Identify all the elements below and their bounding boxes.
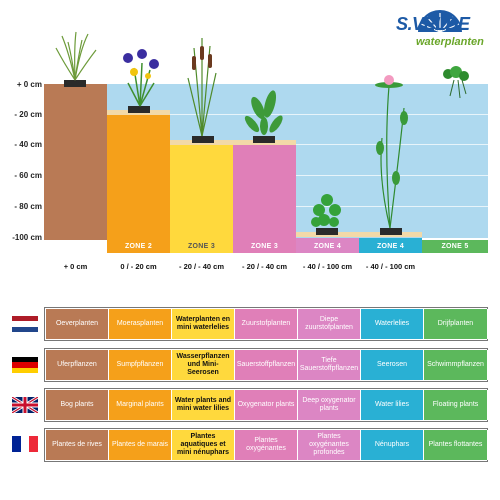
oxygenator-plant-icon	[244, 90, 283, 135]
planting-basket	[128, 106, 150, 113]
logo-subtitle: waterplanten	[416, 36, 484, 48]
zone-range: - 20 / - 40 cm	[241, 262, 288, 271]
table-cell: Sumpfpflanzen	[109, 350, 172, 380]
depth-label: - 60 cm	[14, 171, 42, 180]
zone-range: - 40 / - 100 cm	[365, 262, 416, 271]
france-flag-icon	[12, 436, 38, 452]
grass-plant-icon	[55, 31, 97, 81]
depth-label: - 80 cm	[14, 202, 42, 211]
deep-oxygenator-plant-icon	[311, 194, 341, 227]
cattail-plant-icon	[187, 38, 217, 137]
zone-label: ZONE 4	[296, 240, 359, 253]
logo-brand: S.VELDE	[396, 14, 470, 35]
planting-basket	[380, 228, 402, 235]
shelf-ledge	[296, 232, 422, 237]
zone-label: ZONE 1	[61, 243, 90, 250]
table-cell: Plantes oxygénantes profondes	[298, 430, 361, 460]
table-cell: Zuurstofplanten	[235, 309, 298, 339]
table-cell: Deep oxygenator plants	[298, 390, 361, 420]
zone-range: 0 / - 20 cm	[120, 262, 157, 271]
table-cell: Plantes de rives	[46, 430, 109, 460]
table-cell: Floating plants	[424, 390, 488, 420]
floating-plant-icon	[443, 66, 469, 99]
zone-label: ZONE 5	[422, 240, 488, 253]
depth-label: - 20 cm	[14, 110, 42, 119]
planting-basket	[64, 80, 86, 87]
zone-1-column	[44, 84, 107, 240]
table-row: Oeverplanten Moerasplanten Waterplanten en…	[44, 307, 488, 341]
planting-basket	[192, 136, 214, 143]
table-cell: Sauerstoffpflanzen	[235, 350, 298, 380]
germany-flag-icon	[12, 357, 38, 373]
table-cell: Schwimmpflanzen	[424, 350, 488, 380]
zone-3a-column	[170, 145, 233, 240]
zone-range: - 40 / - 100 cm	[302, 262, 353, 271]
depth-label: - 40 cm	[14, 140, 42, 149]
table-cell: Moerasplanten	[109, 309, 172, 339]
zone-4a-column	[296, 238, 359, 240]
logo-brand-name: VELDE	[412, 14, 470, 34]
table-cell: Diepe zuurstofplanten	[298, 309, 361, 339]
united-kingdom-flag-icon	[12, 397, 38, 413]
depth-label: + 0 cm	[16, 80, 42, 89]
table-cell: Water lilies	[361, 390, 424, 420]
zone-label: ZONE 4	[359, 240, 422, 253]
zone-4b-column	[359, 238, 422, 240]
table-cell: Seerosen	[361, 350, 424, 380]
iris-plant-icon	[123, 49, 159, 107]
zone-label: ZONE 3	[170, 240, 233, 253]
table-cell: Wasserpflanzen und Mini-Seerosen	[172, 350, 235, 380]
table-cell: Uferpflanzen	[46, 350, 109, 380]
zone-label: ZONE 2	[107, 240, 170, 253]
zone-range: + 0 cm	[63, 262, 88, 271]
table-cell: Plantes de marais	[109, 430, 172, 460]
water-lily-plant-icon	[375, 75, 408, 229]
table-cell: Plantes aquatiques et mini nénuphars	[172, 430, 235, 460]
table-cell: Plantes oxygénantes	[235, 430, 298, 460]
zone-3b-column	[233, 145, 296, 240]
table-cell: Waterlelies	[361, 309, 424, 339]
table-cell: Oxygenator plants	[235, 390, 298, 420]
table-cell: Nénuphars	[361, 430, 424, 460]
zone-2-column	[107, 115, 170, 240]
logo-sun-icon	[418, 10, 462, 33]
netherlands-flag-icon	[12, 316, 38, 332]
table-cell: Oeverplanten	[46, 309, 109, 339]
planting-basket	[253, 136, 275, 143]
table-row: Plantes de rives Plantes de marais Plantes…	[44, 428, 488, 462]
shelf-ledge	[170, 140, 296, 145]
table-cell: Waterplanten en mini waterlelies	[172, 309, 235, 339]
logo-brand-prefix: S.	[396, 14, 413, 34]
table-row: Bog plants Marginal plants Water plants an…	[44, 388, 488, 422]
brand-logo: S.VELDE waterplanten	[396, 10, 492, 50]
table-cell: Marginal plants	[109, 390, 172, 420]
table-cell: Water plants and mini water lilies	[172, 390, 235, 420]
zone-range: - 20 / - 40 cm	[178, 262, 225, 271]
table-cell: Drijfplanten	[424, 309, 488, 339]
plants-illustration	[55, 31, 469, 229]
table-row: Uferpflanzen Sumpfpflanzen Wasserpflanzen …	[44, 348, 488, 382]
depth-label: -100 cm	[12, 233, 42, 242]
planting-basket	[316, 228, 338, 235]
table-cell: Tiefe Sauerstoffpflanzen	[298, 350, 361, 380]
table-cell: Bog plants	[46, 390, 109, 420]
zone-label: ZONE 3	[233, 240, 296, 253]
table-cell: Plantes flottantes	[424, 430, 488, 460]
